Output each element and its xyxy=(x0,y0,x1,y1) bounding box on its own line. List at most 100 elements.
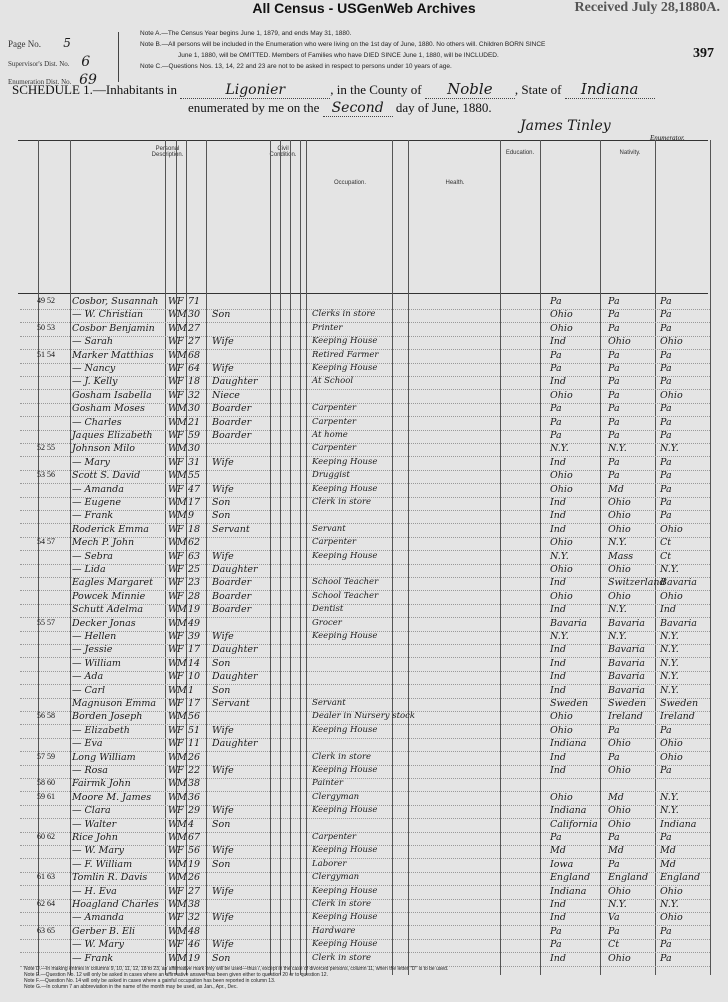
enumeration-value: 69 xyxy=(79,72,97,88)
sex: F xyxy=(177,523,184,535)
table-row: — Elizabeth W F 51 Wife Keeping House Ohio Pa Pa xyxy=(20,725,710,739)
color: W xyxy=(168,899,178,910)
birthplace: Iowa xyxy=(550,858,574,870)
person-name: — Amanda xyxy=(72,912,124,924)
note-a: Note A.—The Census Year begins June 1, 1… xyxy=(140,30,352,37)
dwelling-family-number: 62 64 xyxy=(37,899,55,908)
person-name: — Rosa xyxy=(72,765,108,776)
person-name: Roderick Emma xyxy=(72,523,149,535)
person-name: — Sebra xyxy=(72,550,113,562)
archive-banner: All Census - USGenWeb Archives xyxy=(252,0,476,16)
county-label: , in the County of xyxy=(330,82,422,97)
table-row: 56 58 Borden Joseph W M 56 Dealer in Nursery … xyxy=(20,711,710,726)
sex: M xyxy=(177,872,187,884)
sex: F xyxy=(177,885,184,897)
color: W xyxy=(168,456,178,468)
sex: F xyxy=(177,912,184,924)
color: W xyxy=(168,925,178,937)
age: 38 xyxy=(188,778,201,790)
table-row: — Amanda W F 32 Wife Keeping House Ind Va Ohio xyxy=(20,912,710,927)
sex: M xyxy=(177,322,187,334)
divider xyxy=(118,32,119,82)
mother-birthplace: Pa xyxy=(660,925,672,937)
father-birthplace: Ohio xyxy=(608,818,631,830)
mother-birthplace: N.Y. xyxy=(660,443,679,455)
age: 21 xyxy=(188,416,201,428)
age: 67 xyxy=(188,832,201,843)
relationship: Wife xyxy=(212,845,234,857)
relationship: Boarder xyxy=(212,577,252,589)
occupation: Keeping House xyxy=(312,363,378,373)
father-birthplace: Pa xyxy=(608,403,620,415)
table-row: — Sebra W F 63 Wife Keeping House N.Y. Mass Ct xyxy=(20,551,710,565)
footnotes: Note D.—In making entries in columns 9, … xyxy=(24,966,624,990)
header-occupation: Occupation. xyxy=(333,180,367,186)
color: W xyxy=(168,537,178,549)
father-birthplace: Pa xyxy=(608,430,620,441)
table-row: — Lida W F 25 Daughter Ohio Ohio N.Y. xyxy=(20,564,710,578)
page-number-field: Page No. 5 xyxy=(8,36,71,50)
header-nativity: Nativity. xyxy=(619,150,641,156)
father-birthplace: Bavaria xyxy=(608,617,645,629)
birthplace: Ohio xyxy=(550,724,573,736)
sex: M xyxy=(177,684,187,696)
person-name: — Elizabeth xyxy=(72,724,130,736)
table-row: — F. William W M 19 Son Laborer Iowa Pa Md xyxy=(20,859,710,873)
person-name: — Jessie xyxy=(72,644,113,656)
birthplace: Indiana xyxy=(550,738,587,750)
father-birthplace: Pa xyxy=(608,416,620,428)
dwelling-family-number: 63 65 xyxy=(37,925,55,935)
age: 36 xyxy=(188,791,201,803)
birthplace: N.Y. xyxy=(550,550,569,562)
color: W xyxy=(168,403,178,415)
occupation: Keeping House xyxy=(312,336,378,347)
person-name: — Carl xyxy=(72,684,106,696)
dwelling-family-number: 61 63 xyxy=(37,872,55,882)
father-birthplace: Pa xyxy=(608,456,620,468)
table-row: — Amanda W F 47 Wife Keeping House Ohio Md Pa xyxy=(20,484,710,498)
person-name: — Frank xyxy=(72,952,114,964)
mother-birthplace: Indiana xyxy=(660,818,697,830)
occupation: Clerk in store xyxy=(312,497,372,507)
birthplace: Ohio xyxy=(550,791,573,803)
dwelling-family-number: 59 61 xyxy=(37,791,55,801)
page-label: Page No. xyxy=(8,39,41,49)
father-birthplace: Ohio xyxy=(608,510,631,522)
mother-birthplace: Pa xyxy=(660,322,672,334)
table-row: — Rosa W F 22 Wife Keeping House Ind Ohio Pa xyxy=(20,765,710,779)
table-row: Schutt Adelma W M 19 Boarder Dentist Ind N.Y. In… xyxy=(20,604,710,619)
color: W xyxy=(168,738,178,750)
birthplace: Ind xyxy=(550,952,566,964)
dwelling-family-number: 54 57 xyxy=(37,537,55,547)
mother-birthplace: Pa xyxy=(660,363,672,374)
table-row: 62 64 Hoagland Charles W M 38 Clerk in store I… xyxy=(20,899,710,913)
birthplace: Pa xyxy=(550,349,562,361)
person-name: — Nancy xyxy=(72,363,116,374)
sex: M xyxy=(177,751,187,763)
sex: F xyxy=(177,363,184,374)
header-personal: Personal Description. xyxy=(151,146,184,158)
color: W xyxy=(168,832,178,843)
table-row: — W. Mary W F 46 Wife Keeping House Pa Ct Pa xyxy=(20,939,710,954)
age: 23 xyxy=(188,577,201,589)
color: W xyxy=(168,577,178,589)
color: W xyxy=(168,872,178,884)
mother-birthplace: Pa xyxy=(660,349,672,361)
relationship: Wife xyxy=(212,550,234,562)
birthplace: Pa xyxy=(550,296,562,307)
day-value: Second xyxy=(322,100,393,117)
note-b: Note B.—All persons will be included in … xyxy=(140,41,546,48)
mother-birthplace: Ohio xyxy=(660,885,683,897)
father-birthplace: Bavaria xyxy=(608,684,645,696)
sex: M xyxy=(177,832,187,843)
sex: F xyxy=(177,296,184,307)
table-row: 49 52 Cosbor, Susannah W F 71 Pa Pa Pa xyxy=(20,296,710,310)
color: W xyxy=(168,416,178,428)
person-name: — W. Mary xyxy=(72,939,124,951)
age: 26 xyxy=(188,751,201,763)
birthplace: Ind xyxy=(550,765,566,776)
birthplace: Ind xyxy=(550,336,566,348)
relationship: Daughter xyxy=(212,671,258,683)
relationship: Servant xyxy=(212,698,250,709)
mother-birthplace: N.Y. xyxy=(660,657,679,669)
